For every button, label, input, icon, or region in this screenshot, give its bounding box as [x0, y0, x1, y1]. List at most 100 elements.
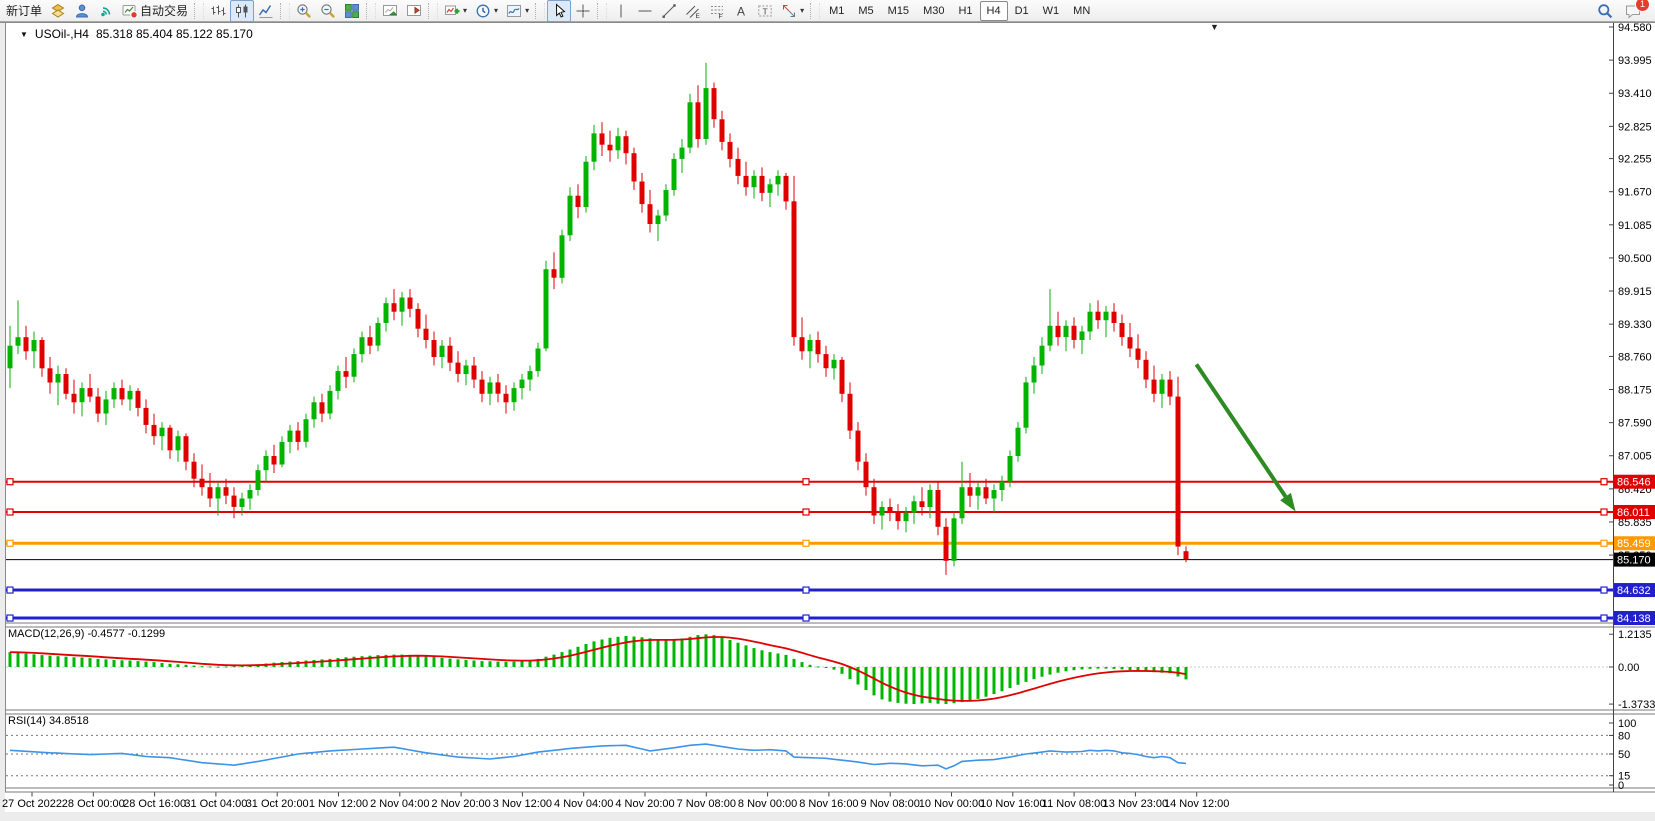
candle — [367, 325, 373, 355]
chevron-down-icon[interactable]: ▾ — [800, 6, 805, 15]
candle — [927, 484, 933, 519]
mql5-button[interactable] — [46, 0, 70, 22]
date-label[interactable]: 31 Oct 04:00 — [184, 798, 247, 810]
timeframe-m1[interactable]: M1 — [829, 4, 845, 17]
chevron-down-icon[interactable]: ▾ — [463, 6, 468, 15]
date-label[interactable]: 28 Oct 00:00 — [62, 798, 125, 810]
date-label[interactable]: 10 Nov 16:00 — [980, 798, 1045, 810]
cursor-button[interactable] — [547, 0, 572, 22]
line-handle[interactable] — [6, 539, 14, 547]
new-order-button[interactable]: 新订单 — [2, 0, 46, 22]
line-handle[interactable] — [802, 614, 810, 622]
candle — [447, 337, 453, 372]
timeframe-m5[interactable]: M5 — [858, 4, 874, 17]
tile-icon — [345, 3, 360, 18]
date-label[interactable]: 14 Nov 12:00 — [1164, 798, 1229, 810]
chart-shift-button[interactable] — [402, 0, 426, 22]
date-label[interactable]: 4 Nov 20:00 — [615, 798, 674, 810]
date-label[interactable]: 1 Nov 12:00 — [309, 798, 368, 810]
date-label[interactable]: 27 Oct 2022 — [2, 798, 62, 810]
tile-windows-button[interactable] — [340, 0, 364, 22]
line-handle[interactable] — [802, 508, 810, 516]
line-handle[interactable] — [1600, 478, 1608, 486]
candle — [263, 450, 269, 482]
candle — [495, 374, 501, 403]
chevron-down-icon[interactable]: ▾ — [525, 6, 530, 15]
search-button[interactable] — [1593, 0, 1617, 22]
line-handle[interactable] — [802, 586, 810, 594]
date-label[interactable]: 8 Nov 00:00 — [738, 798, 797, 810]
text-button[interactable]: A — [729, 0, 753, 22]
candle — [687, 93, 693, 154]
new-order-button-label: 新订单 — [6, 4, 43, 18]
timeframe-mn[interactable]: MN — [1073, 4, 1091, 17]
chat-button[interactable]: 1 — [1621, 0, 1650, 22]
indicators-button[interactable]: ▾ — [440, 0, 471, 22]
timeframe-w1[interactable]: W1 — [1042, 4, 1060, 17]
zoom-in-button[interactable] — [292, 0, 316, 22]
trend-arrow-head[interactable] — [1280, 492, 1296, 512]
line-chart-button[interactable] — [254, 0, 278, 22]
date-label[interactable]: 8 Nov 16:00 — [799, 798, 858, 810]
candle — [343, 357, 349, 389]
candle — [471, 357, 477, 389]
auto-scroll-button[interactable] — [378, 0, 402, 22]
one-click-trading-toggle[interactable]: ▼ — [20, 29, 28, 39]
line-handle[interactable] — [802, 478, 810, 486]
line-handle[interactable] — [6, 508, 14, 516]
date-label[interactable]: 2 Nov 04:00 — [370, 798, 429, 810]
line-handle[interactable] — [1600, 614, 1608, 622]
fibonacci-button[interactable]: F — [705, 0, 729, 22]
periods-button[interactable]: ▾ — [471, 0, 502, 22]
candle — [767, 178, 773, 207]
candle — [439, 340, 445, 369]
date-label[interactable]: 13 Nov 23:00 — [1103, 798, 1168, 810]
text-label-button[interactable]: T — [753, 0, 777, 22]
line-handle[interactable] — [1600, 586, 1608, 594]
date-label[interactable]: 3 Nov 12:00 — [493, 798, 552, 810]
timeframe-h4[interactable]: H4 — [979, 0, 1008, 21]
line-handle[interactable] — [6, 614, 14, 622]
templates-button[interactable]: ▾ — [502, 0, 533, 22]
clock-icon — [476, 4, 490, 17]
candle — [239, 492, 245, 516]
timeframe-m30[interactable]: M30 — [923, 4, 945, 17]
date-label[interactable]: 4 Nov 04:00 — [554, 798, 613, 810]
trendline-button[interactable] — [657, 0, 681, 22]
candle — [319, 393, 325, 423]
candlestick-button[interactable] — [230, 0, 255, 22]
line-handle[interactable] — [1600, 539, 1608, 547]
crosshair-button[interactable] — [571, 0, 595, 22]
date-label[interactable]: 2 Nov 20:00 — [431, 798, 490, 810]
horizontal-line-button[interactable] — [633, 0, 657, 22]
timeframe-d1[interactable]: D1 — [1014, 4, 1029, 17]
date-label[interactable]: 9 Nov 08:00 — [861, 798, 920, 810]
timeframe-h1[interactable]: H1 — [958, 4, 973, 17]
date-label[interactable]: 11 Nov 08:00 — [1042, 798, 1107, 810]
candle — [743, 161, 749, 196]
line-handle[interactable] — [6, 478, 14, 486]
community-button[interactable] — [70, 0, 94, 22]
signals-button[interactable] — [94, 0, 118, 22]
line-handle[interactable] — [6, 586, 14, 594]
date-label[interactable]: 10 Nov 00:00 — [919, 798, 984, 810]
price-tick-label: 89.915 — [1618, 286, 1652, 298]
date-label[interactable]: 28 Oct 16:00 — [123, 798, 186, 810]
arrows-button[interactable]: ▾ — [777, 0, 808, 22]
trend-arrow[interactable] — [1194, 363, 1288, 498]
chart-shift-marker-icon[interactable]: ▼ — [1210, 22, 1219, 32]
vertical-line-button[interactable] — [609, 0, 633, 22]
price-badge-label: 86.546 — [1617, 477, 1651, 489]
equidistant-channel-button[interactable]: E — [681, 0, 705, 22]
line-handle[interactable] — [1600, 508, 1608, 516]
line-handle[interactable] — [802, 539, 810, 547]
timeframe-m15[interactable]: M15 — [887, 4, 910, 17]
bar-chart-button[interactable] — [206, 0, 230, 22]
date-label[interactable]: 7 Nov 08:00 — [677, 798, 736, 810]
autotrade-button[interactable]: 自动交易 — [118, 0, 192, 22]
fibo-icon: F — [711, 5, 724, 19]
date-label[interactable]: 31 Oct 20:00 — [246, 798, 309, 810]
chevron-down-icon[interactable]: ▾ — [494, 6, 499, 15]
zoom-out-button[interactable] — [316, 0, 340, 22]
